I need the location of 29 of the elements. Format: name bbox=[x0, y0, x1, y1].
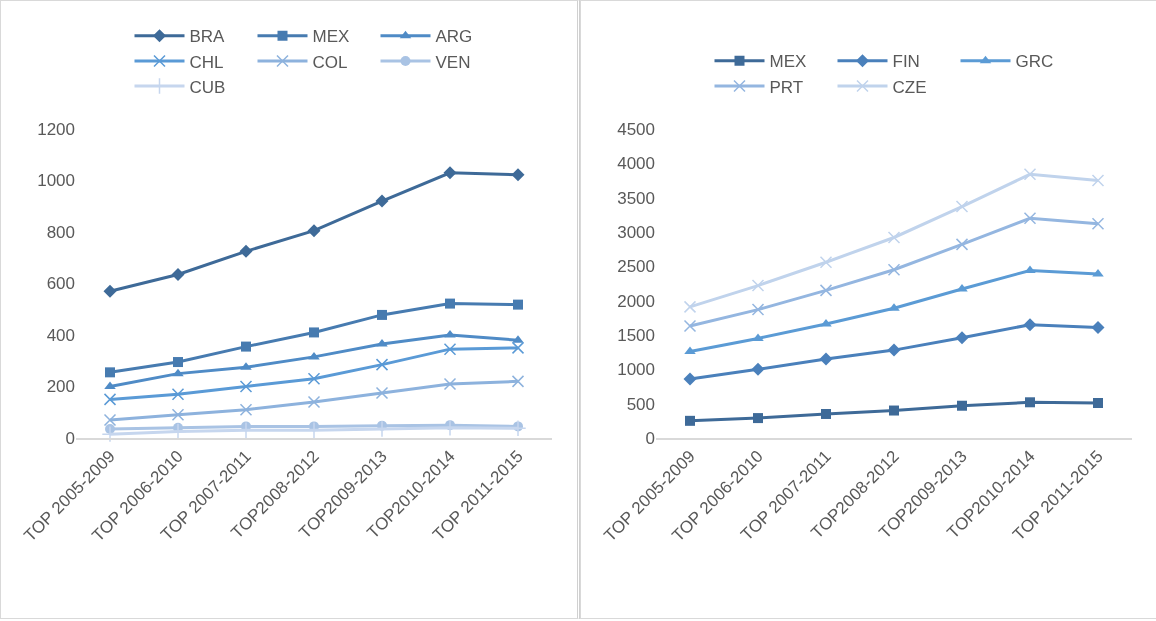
legend-label: ARG bbox=[435, 27, 473, 47]
y-tick-label: 800 bbox=[46, 222, 75, 242]
legend-label: CHL bbox=[189, 52, 224, 72]
y-tick-label: 2500 bbox=[617, 257, 655, 277]
y-tick-label: 3500 bbox=[617, 188, 655, 208]
y-tick-label: 1200 bbox=[37, 119, 75, 139]
y-tick-label: 2000 bbox=[617, 291, 655, 311]
y-tick-label: 1000 bbox=[37, 171, 75, 191]
y-tick-label: 0 bbox=[65, 428, 75, 448]
y-tick-label: 0 bbox=[645, 428, 655, 448]
y-tick-label: 3000 bbox=[617, 222, 655, 242]
y-tick-label: 500 bbox=[626, 394, 655, 414]
y-tick-label: 600 bbox=[46, 274, 75, 294]
y-tick-label: 1500 bbox=[617, 325, 655, 345]
y-tick-label: 4500 bbox=[617, 119, 655, 139]
y-tick-label: 200 bbox=[46, 377, 75, 397]
legend-label: BRA bbox=[189, 27, 226, 47]
y-tick-label: 4000 bbox=[617, 154, 655, 174]
legend-label: MEX bbox=[769, 52, 807, 72]
legend-label: PRT bbox=[769, 77, 804, 97]
legend-label: CZE bbox=[892, 77, 927, 97]
y-tick-label: 1000 bbox=[617, 360, 655, 380]
legend-label: FIN bbox=[892, 52, 920, 72]
legend-label: COL bbox=[312, 52, 348, 72]
y-tick-label: 400 bbox=[46, 325, 75, 345]
legend-label: GRC bbox=[1015, 52, 1054, 72]
legend-label: MEX bbox=[312, 27, 350, 47]
legend-label: VEN bbox=[435, 52, 471, 72]
legend-label: CUB bbox=[189, 77, 226, 97]
